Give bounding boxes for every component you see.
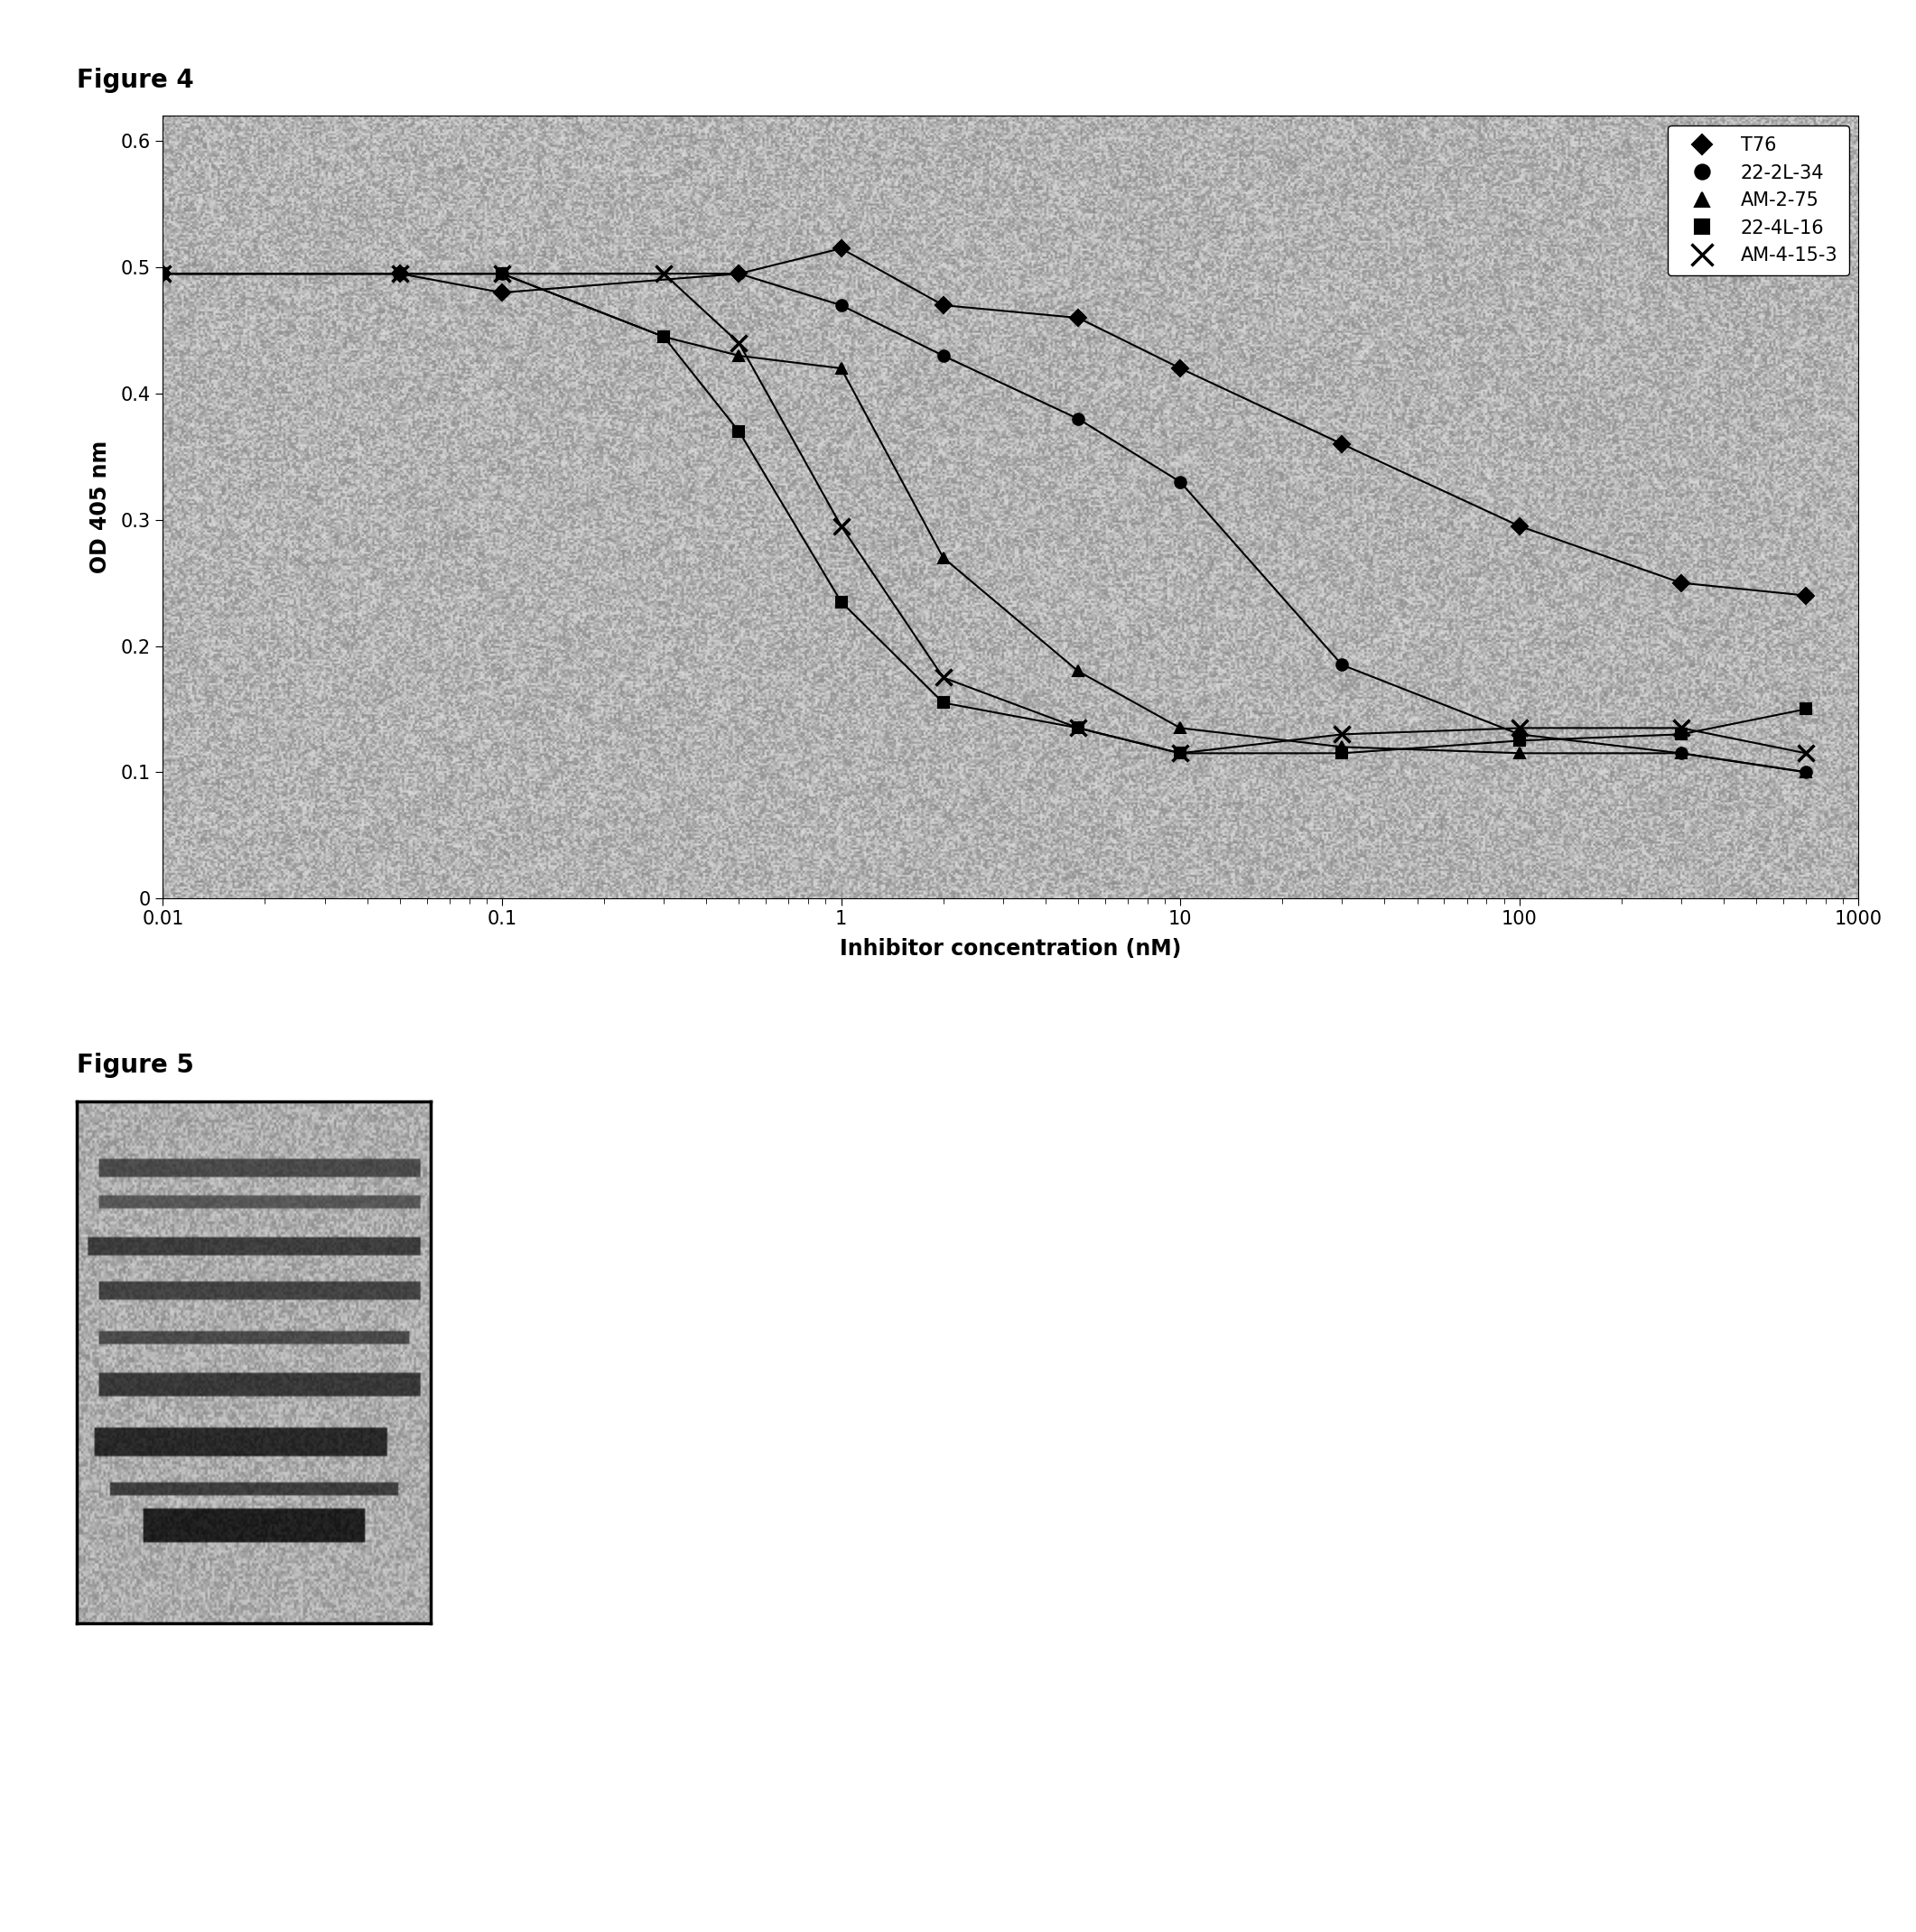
T76	[1067, 307, 1090, 330]
Legend: T76, 22-2L-34, AM-2-75, 22-4L-16, AM-4-15-3: T76, 22-2L-34, AM-2-75, 22-4L-16, AM-4-1…	[1667, 126, 1849, 276]
Line: AM-4-15-3: AM-4-15-3	[155, 265, 1814, 761]
AM-4-15-3	[490, 263, 513, 286]
T76	[1508, 514, 1531, 537]
T76	[490, 280, 513, 303]
22-4L-16	[151, 263, 174, 286]
22-2L-34	[490, 263, 513, 286]
T76	[728, 263, 751, 286]
Y-axis label: OD 405 nm: OD 405 nm	[90, 440, 111, 574]
22-4L-16	[1330, 742, 1353, 765]
22-2L-34	[931, 344, 954, 367]
AM-2-75	[389, 263, 412, 286]
AM-2-75	[1169, 717, 1192, 740]
T76	[1795, 583, 1818, 607]
AM-2-75	[651, 325, 674, 348]
22-4L-16	[931, 692, 954, 715]
AM-4-15-3	[389, 263, 412, 286]
22-2L-34	[830, 294, 853, 317]
AM-2-75	[1330, 736, 1353, 759]
Text: Figure 5: Figure 5	[77, 1053, 194, 1078]
22-2L-34	[1169, 469, 1192, 493]
AM-2-75	[1067, 659, 1090, 682]
X-axis label: Inhibitor concentration (nM): Inhibitor concentration (nM)	[839, 939, 1182, 960]
AM-2-75	[931, 547, 954, 570]
22-4L-16	[651, 325, 674, 348]
Line: 22-2L-34: 22-2L-34	[157, 269, 1813, 779]
AM-2-75	[1669, 742, 1692, 765]
22-2L-34	[389, 263, 412, 286]
22-2L-34	[1067, 408, 1090, 431]
AM-4-15-3	[1795, 742, 1818, 765]
AM-4-15-3	[931, 667, 954, 690]
AM-4-15-3	[1067, 717, 1090, 740]
Line: AM-2-75: AM-2-75	[157, 269, 1813, 779]
AM-4-15-3	[151, 263, 174, 286]
AM-4-15-3	[830, 514, 853, 537]
AM-2-75	[830, 357, 853, 381]
AM-2-75	[1508, 742, 1531, 765]
22-4L-16	[1169, 742, 1192, 765]
AM-4-15-3	[1330, 723, 1353, 746]
22-2L-34	[1795, 761, 1818, 784]
AM-4-15-3	[728, 332, 751, 355]
AM-4-15-3	[1669, 717, 1692, 740]
AM-2-75	[151, 263, 174, 286]
AM-4-15-3	[1508, 717, 1531, 740]
22-2L-34	[1669, 742, 1692, 765]
T76	[389, 263, 412, 286]
22-4L-16	[389, 263, 412, 286]
Line: T76: T76	[157, 243, 1813, 601]
T76	[830, 238, 853, 261]
AM-2-75	[728, 344, 751, 367]
AM-4-15-3	[1169, 742, 1192, 765]
22-4L-16	[1795, 697, 1818, 721]
22-4L-16	[1508, 728, 1531, 752]
22-4L-16	[830, 589, 853, 612]
22-4L-16	[490, 263, 513, 286]
22-4L-16	[1067, 717, 1090, 740]
22-2L-34	[151, 263, 174, 286]
T76	[151, 263, 174, 286]
AM-2-75	[1795, 761, 1818, 784]
T76	[1169, 357, 1192, 381]
Text: Figure 4: Figure 4	[77, 68, 194, 93]
T76	[1330, 433, 1353, 456]
T76	[1669, 572, 1692, 595]
22-4L-16	[728, 419, 751, 442]
T76	[931, 294, 954, 317]
Line: 22-4L-16: 22-4L-16	[157, 269, 1813, 759]
22-2L-34	[1330, 653, 1353, 676]
22-4L-16	[1669, 723, 1692, 746]
AM-4-15-3	[651, 263, 674, 286]
22-2L-34	[728, 263, 751, 286]
AM-2-75	[490, 263, 513, 286]
22-2L-34	[1508, 723, 1531, 746]
